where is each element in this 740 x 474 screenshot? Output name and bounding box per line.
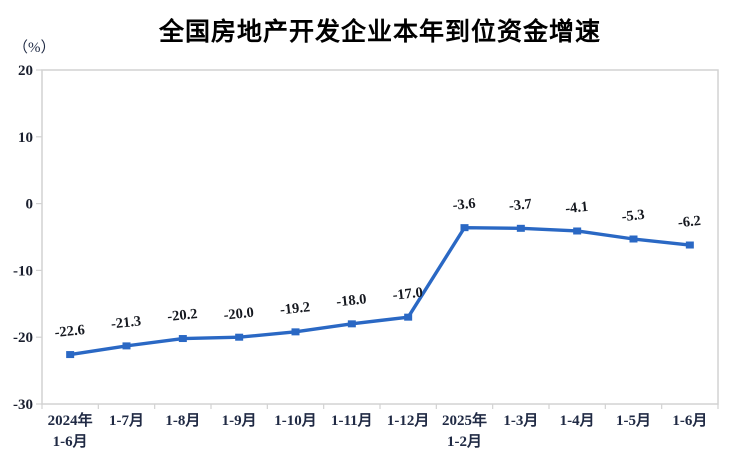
x-axis-label: 2025年 1-2月 (442, 411, 487, 450)
x-axis-label: 1-8月 (165, 412, 200, 429)
y-tick-label: 10 (18, 130, 33, 146)
x-axis-label: 1-12月 (387, 412, 430, 429)
chart-title: 全国房地产开发企业本年到位资金增速 (158, 18, 601, 46)
data-point-marker (66, 351, 75, 359)
x-axis-label: 1-6月 (672, 412, 707, 429)
data-point-label: -18.0 (336, 291, 368, 310)
data-point-label: -4.1 (564, 199, 589, 217)
data-series-line (69, 225, 691, 357)
data-point-marker (347, 320, 356, 328)
x-axis-label: 1-9月 (222, 412, 257, 429)
data-point-label: -17.0 (392, 285, 424, 304)
data-point-label: -20.0 (223, 305, 255, 324)
data-point-marker (178, 335, 187, 343)
x-axis-label: 1-3月 (503, 412, 538, 429)
data-point-marker (291, 328, 300, 336)
y-tick-label: 0 (26, 197, 34, 213)
data-point-label: -19.2 (279, 299, 311, 318)
data-point-marker (516, 224, 525, 232)
data-point-marker (404, 313, 413, 321)
data-point-marker (573, 227, 582, 235)
x-axis-label: 1-10月 (274, 412, 317, 429)
data-point-marker (460, 224, 469, 232)
data-point-label: -6.2 (677, 213, 702, 231)
y-tick-label: -10 (13, 263, 33, 279)
y-tick-label: 20 (18, 63, 33, 79)
x-axis-label: 1-11月 (331, 412, 373, 429)
data-point-label: -22.6 (54, 322, 86, 341)
x-axis-label: 1-5月 (616, 412, 651, 429)
data-point-marker (122, 342, 131, 350)
data-point-marker (685, 241, 694, 249)
x-axis-label: 2024年 1-6月 (48, 411, 93, 450)
y-axis-unit-label: （%） (13, 40, 56, 56)
data-point-marker (629, 235, 638, 243)
y-tick-label: -30 (13, 397, 33, 413)
data-point-label: -3.6 (452, 196, 477, 214)
y-tick-label: -20 (13, 330, 33, 346)
data-point-label: -5.3 (621, 207, 646, 225)
x-axis-label: 1-7月 (109, 412, 144, 429)
data-point-marker (235, 333, 244, 341)
data-point-label: -21.3 (110, 313, 142, 332)
data-point-label: -3.7 (508, 196, 533, 214)
x-axis-label: 1-4月 (560, 412, 595, 429)
data-point-label: -20.2 (167, 306, 199, 325)
